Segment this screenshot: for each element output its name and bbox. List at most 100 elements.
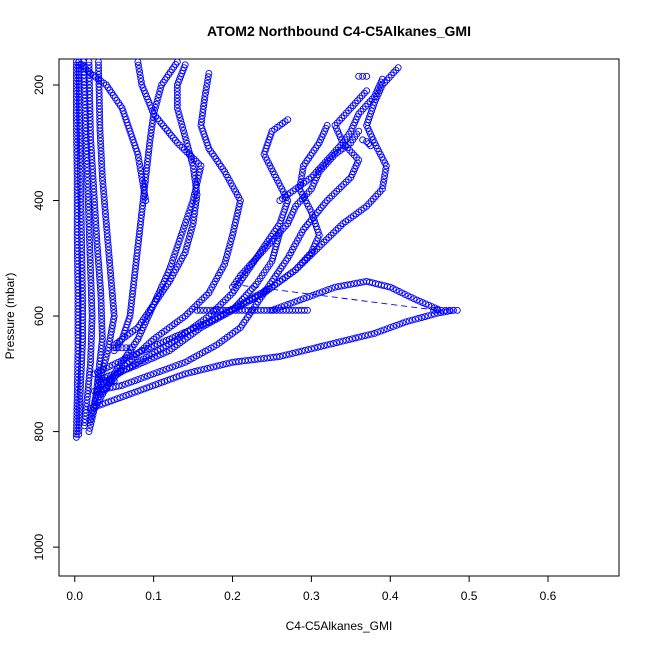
data-point [82,403,90,411]
data-point [97,147,105,155]
data-point [89,179,97,186]
data-point [216,361,224,369]
data-point [378,185,386,193]
data-point [365,140,373,148]
data-point [136,71,144,79]
data-point [187,326,195,334]
data-point [169,374,177,382]
data-point [88,149,95,157]
data-point [147,371,154,379]
data-point [87,352,95,360]
data-point [87,345,95,353]
data-point [229,306,236,314]
data-point [366,98,374,105]
data-point [348,149,356,157]
data-point [153,352,161,360]
data-point [192,184,200,192]
data-point [98,173,106,181]
data-point [374,190,382,198]
data-point [323,156,331,164]
data-point [97,140,105,148]
data-point [231,219,239,227]
data-point [103,226,111,234]
data-point [412,315,419,323]
data-point [113,369,121,377]
data-point [88,315,96,323]
data-point [134,154,142,162]
data-point [309,213,317,221]
data-point [87,279,95,287]
data-point [88,156,96,164]
data-point [103,350,111,358]
data-point [73,383,81,391]
data-point [110,370,118,378]
data-point [87,342,95,350]
data-point [87,133,94,141]
data-point [132,350,140,358]
data-point [91,205,99,212]
data-point [187,229,194,237]
data-point [351,99,359,107]
data-point [328,192,336,200]
data-point [188,305,196,313]
data-point [87,282,95,290]
data-point [93,234,101,242]
data-point [344,144,351,152]
data-point [306,292,314,300]
data-point [152,100,160,108]
data-point [115,382,123,390]
data-point [359,136,367,144]
data-point [122,344,130,352]
data-point [424,312,432,320]
data-point [86,123,94,131]
data-point [164,127,171,135]
data-point [87,358,94,366]
data-point [154,115,162,123]
data-point [100,193,108,201]
data-point [91,211,99,219]
data-point [134,376,142,384]
data-point [75,58,83,66]
data-point [334,283,342,291]
data-point [187,226,195,234]
y-tick-label: 1000 [32,533,46,560]
data-point [305,187,313,195]
data-point [98,309,105,317]
data-point [131,388,139,396]
data-point [134,58,142,66]
data-point [136,164,144,171]
data-point [313,209,321,217]
data-point [190,210,198,218]
data-point [321,159,329,167]
data-point [110,396,118,404]
data-point [298,169,306,176]
data-point [198,112,206,120]
data-point [254,252,262,260]
data-point [146,139,154,147]
data-point [173,139,181,147]
data-point [191,204,199,212]
data-point [73,376,81,384]
data-point [319,201,327,209]
data-point [165,335,173,343]
data-point [88,153,96,160]
data-point [158,120,165,127]
data-point [197,366,205,374]
data-point [107,269,114,277]
data-point [383,283,391,290]
data-point [80,84,88,92]
data-point [184,239,192,247]
data-point [222,254,230,262]
data-point [261,244,269,252]
data-point [186,149,194,157]
data-point [311,211,319,219]
data-point [87,413,95,421]
data-point [357,107,365,115]
data-point [104,236,112,244]
data-point [134,61,142,69]
data-point [86,243,94,251]
data-point [98,319,106,327]
data-point [319,161,327,169]
x-tick-label: 0.3 [303,589,320,603]
